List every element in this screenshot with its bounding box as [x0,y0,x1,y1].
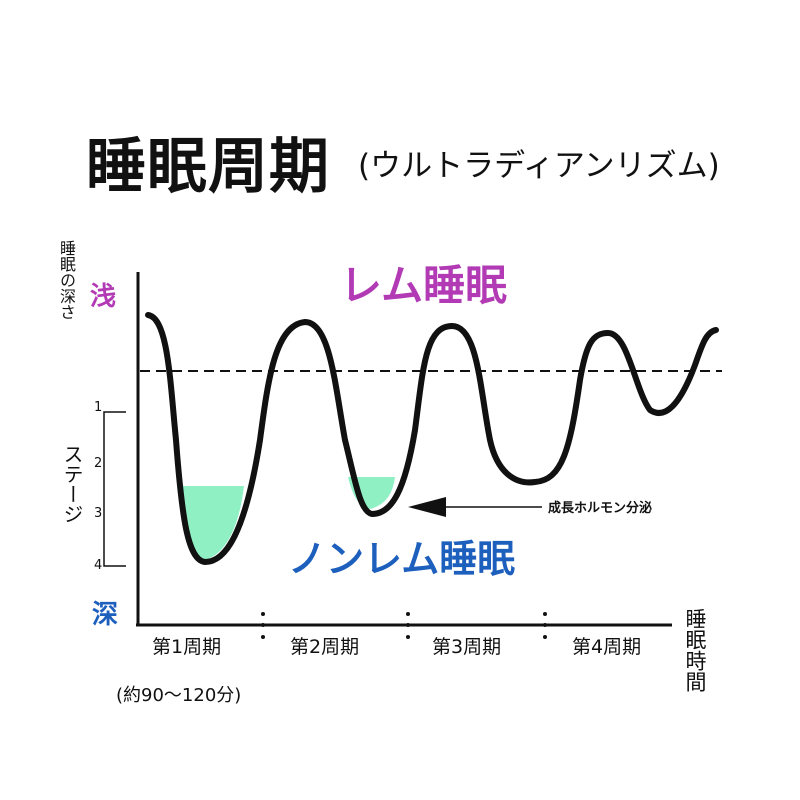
stage-tick-2: 2 [94,456,103,471]
cycle-label-1: 第1周期 [152,636,222,658]
sleep-depth-curve [145,312,719,565]
shallow-label: 浅 [90,282,117,312]
non-rem-sleep-label: ノンレム睡眠 [288,537,516,581]
cycle-separators [261,612,547,639]
stage-tick-3: 3 [94,506,103,521]
page-subtitle: (ウルトラディアンリズム) [358,148,720,184]
stage-tick-1: 1 [94,400,103,415]
stage-tick-4: 4 [94,558,103,573]
cycle-duration-note: (約90〜120分) [116,685,242,706]
growth-hormone-arrowhead [408,497,446,517]
deep-sleep-area-cycle-1 [180,486,244,560]
growth-hormone-label: 成長ホルモン分泌 [548,501,653,516]
cycle-label-2: 第2周期 [290,636,360,658]
y-axis-label: 睡眠の深さ [57,240,76,320]
page-title: 睡眠周期 [86,132,330,202]
cycle-label-4: 第4周期 [572,636,642,658]
rem-sleep-label: レム睡眠 [340,261,508,310]
cycle-label-3: 第3周期 [432,636,502,658]
deep-label: 深 [92,600,119,630]
x-axis-label: 睡眠時間 [683,608,708,692]
stage-bracket [103,411,126,567]
stage-label: ステージ [60,444,84,524]
